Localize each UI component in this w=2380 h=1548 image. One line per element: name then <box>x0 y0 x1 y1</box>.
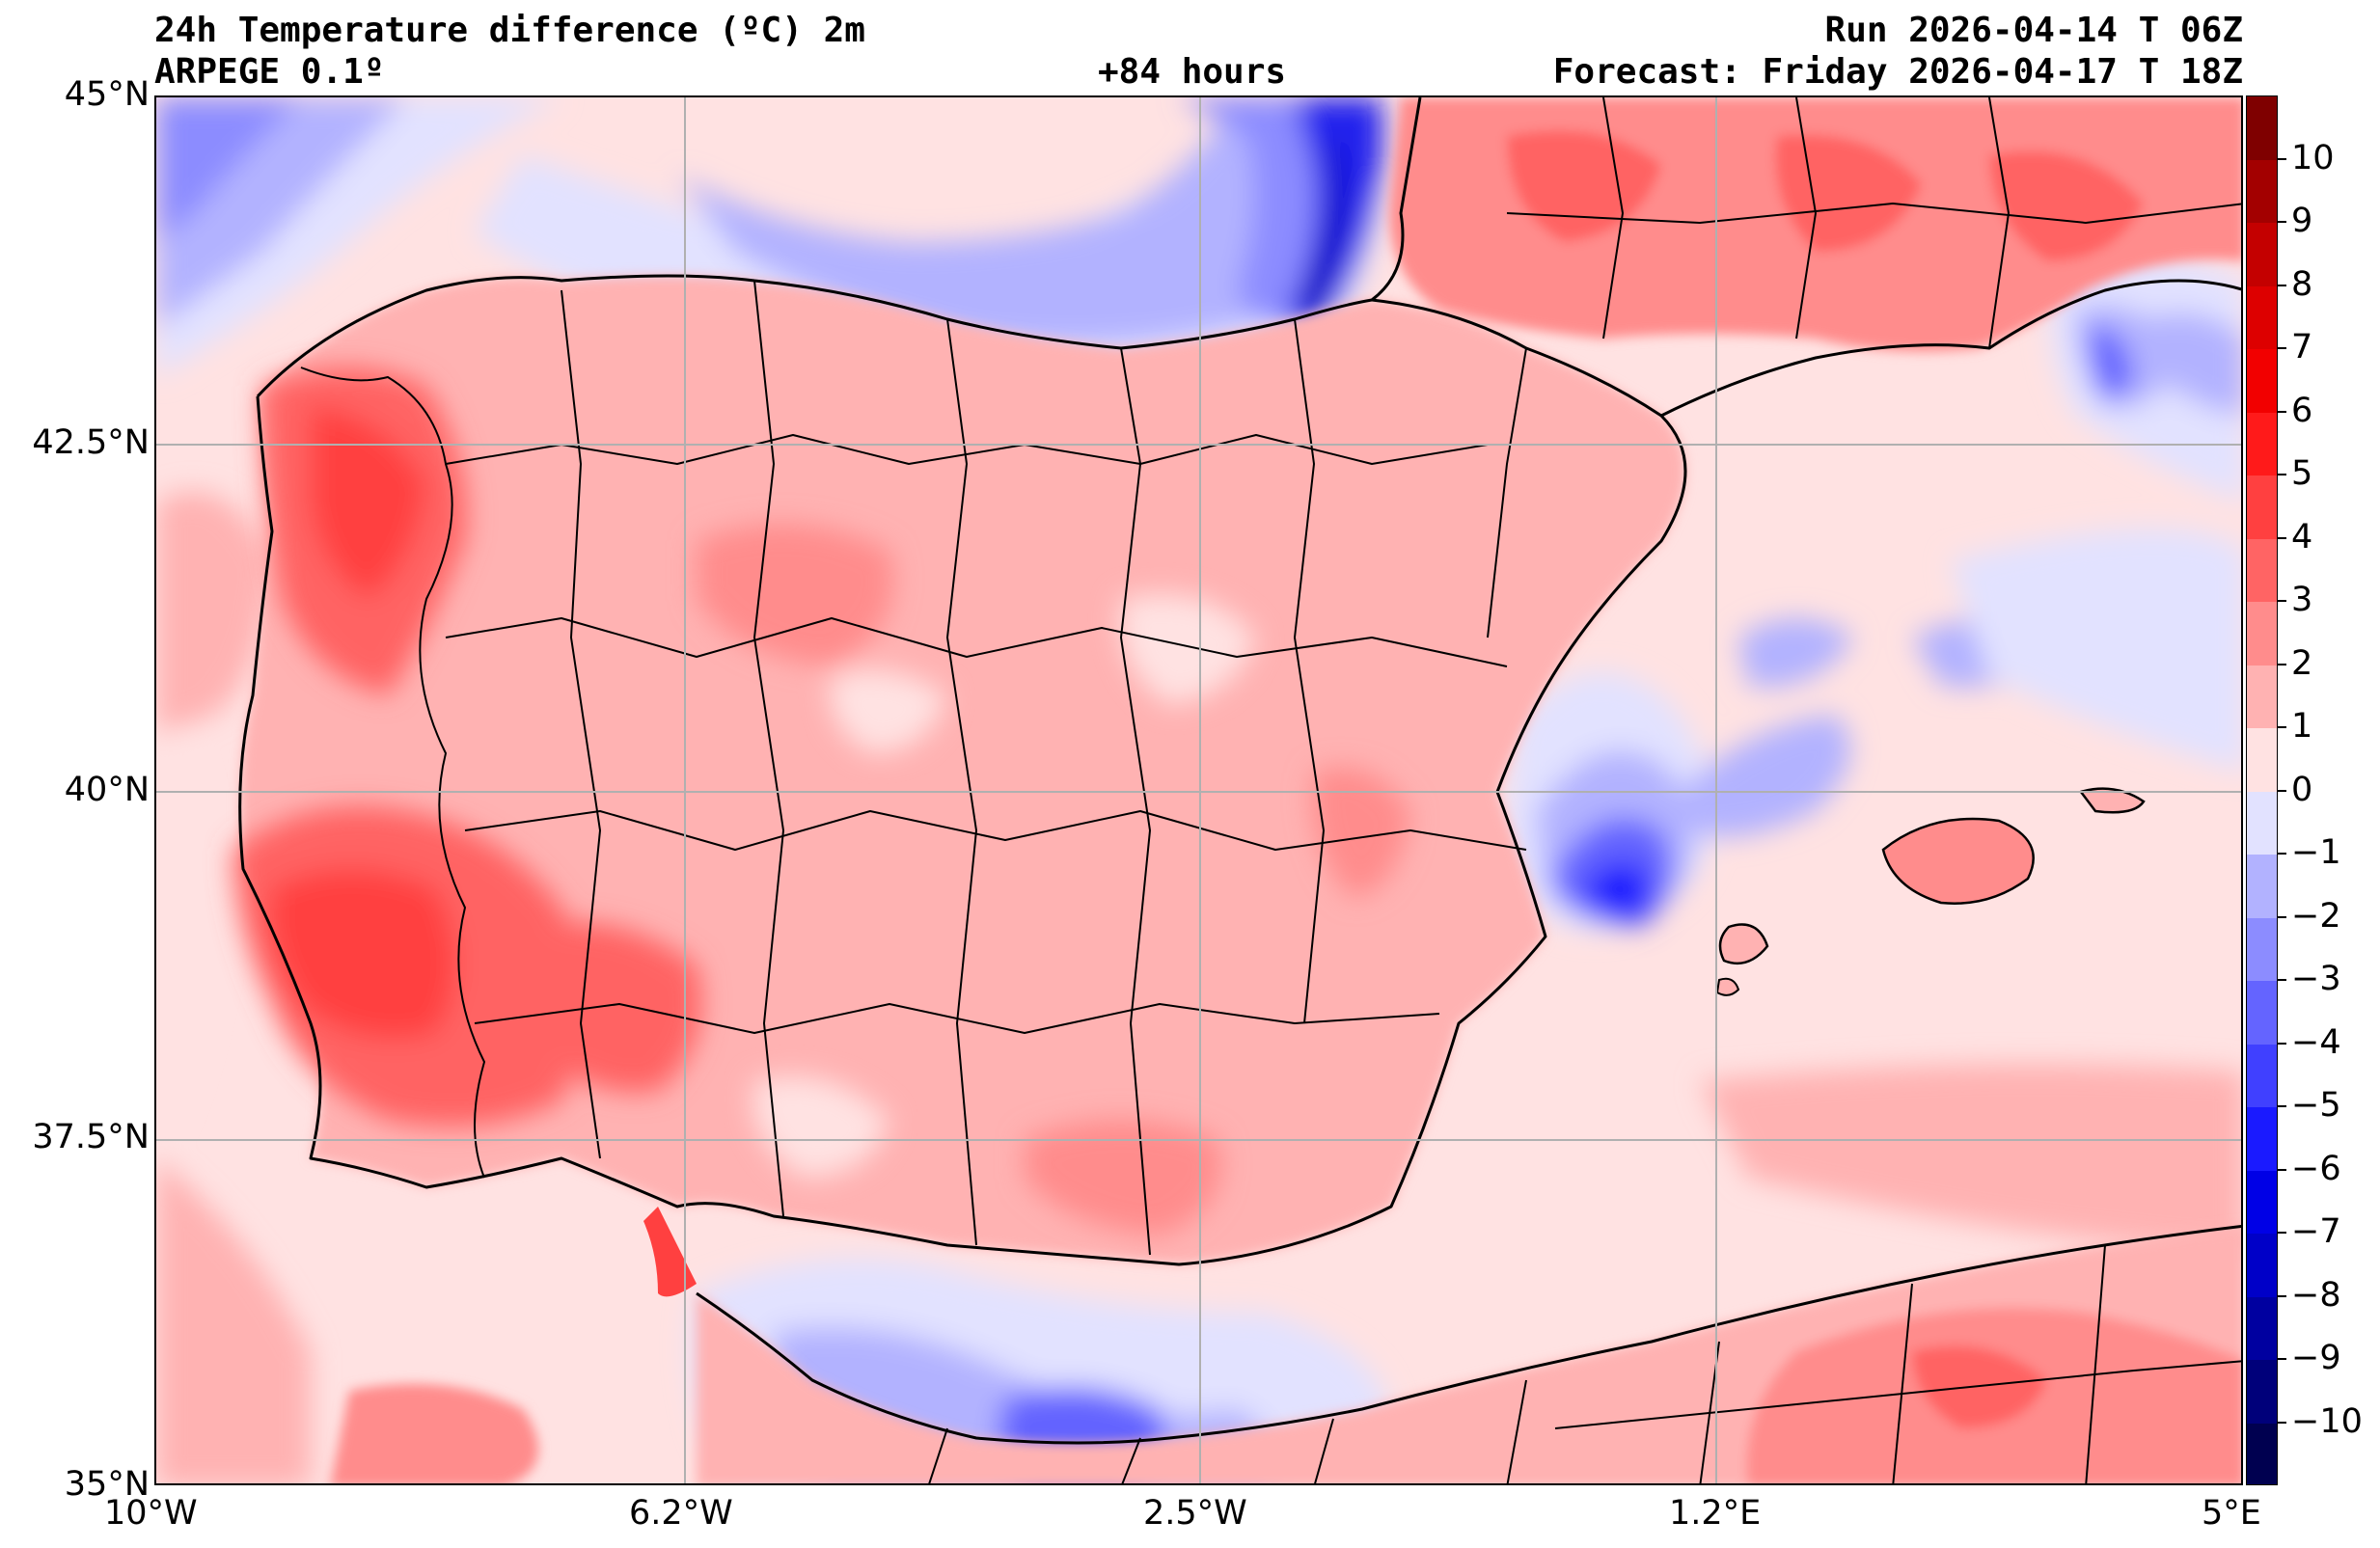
colorbar-tick <box>2278 1232 2286 1234</box>
colorbar-label: 1 <box>2291 707 2313 746</box>
map-canvas <box>156 97 2241 1483</box>
colorbar <box>2246 95 2278 1485</box>
colorbar-tick <box>2278 410 2286 413</box>
colorbar-label: 10 <box>2291 138 2335 177</box>
colorbar-tick <box>2278 221 2286 223</box>
colorbar-segment <box>2247 791 2277 855</box>
lat-tick-40: 40°N <box>64 771 150 809</box>
colorbar-tick <box>2278 979 2286 981</box>
lon-tick-5e: 5°E <box>2202 1494 2261 1533</box>
colorbar-segment <box>2247 538 2277 603</box>
colorbar-tick <box>2278 1168 2286 1171</box>
colorbar-tick <box>2278 726 2286 728</box>
colorbar-segment <box>2247 855 2277 919</box>
colorbar-label: −8 <box>2291 1275 2341 1315</box>
forecast-label: Forecast: Friday 2026-04-17 T 18Z <box>1552 52 2243 92</box>
colorbar-tick <box>2278 536 2286 539</box>
colorbar-segment <box>2247 223 2277 287</box>
lon-tick-1-2e: 1.2°E <box>1669 1494 1762 1533</box>
colorbar-tick <box>2278 157 2286 160</box>
map-title: 24h Temperature difference (ºC) 2m <box>154 11 865 50</box>
colorbar-tick <box>2278 474 2286 475</box>
coastlines <box>238 97 2241 1445</box>
colorbar-label: 2 <box>2291 643 2313 683</box>
colorbar-segment <box>2247 96 2277 161</box>
colorbar-tick <box>2278 1294 2286 1297</box>
colorbar-label: −1 <box>2291 833 2341 872</box>
land-north-africa <box>330 1226 2241 1483</box>
colorbar-segment <box>2247 1296 2277 1361</box>
lat-tick-35: 35°N <box>64 1465 150 1504</box>
lead-time-label: +84 hours <box>1098 52 1287 92</box>
colorbar-tick <box>2278 853 2286 855</box>
colorbar-label: 8 <box>2291 264 2313 304</box>
colorbar-label: 4 <box>2291 517 2313 557</box>
colorbar-label: −10 <box>2291 1401 2363 1441</box>
colorbar-segment <box>2247 917 2277 982</box>
colorbar-segment <box>2247 1170 2277 1235</box>
colorbar-label: −6 <box>2291 1149 2341 1188</box>
colorbar-segment <box>2247 412 2277 476</box>
graticule <box>156 97 2241 1483</box>
colorbar-label: −4 <box>2291 1022 2341 1062</box>
colorbar-tick <box>2278 1358 2286 1360</box>
colorbar-tick <box>2278 347 2286 349</box>
colorbar-label: −5 <box>2291 1086 2341 1125</box>
lon-tick-10w: 10°W <box>104 1494 198 1533</box>
run-label: Run 2026-04-14 T 06Z <box>1824 11 2243 50</box>
colorbar-segment <box>2247 159 2277 224</box>
colorbar-segment <box>2247 981 2277 1046</box>
colorbar-segment <box>2247 1234 2277 1298</box>
colorbar-label: −7 <box>2291 1212 2341 1251</box>
colorbar-tick <box>2278 1042 2286 1045</box>
colorbar-tick <box>2278 284 2286 286</box>
colorbar-label: 6 <box>2291 391 2313 430</box>
colorbar-segment <box>2247 728 2277 793</box>
colorbar-segment <box>2247 1107 2277 1172</box>
colorbar-label: 0 <box>2291 770 2313 809</box>
colorbar-label: 9 <box>2291 202 2313 240</box>
lat-tick-42-5: 42.5°N <box>32 423 150 462</box>
colorbar-label: −3 <box>2291 960 2341 998</box>
colorbar-label: 3 <box>2291 581 2313 619</box>
colorbar-label: −2 <box>2291 896 2341 936</box>
lat-tick-45: 45°N <box>64 75 150 114</box>
colorbar-tick <box>2278 600 2286 602</box>
colorbar-label: −9 <box>2291 1339 2341 1377</box>
admin-borders <box>300 97 2241 1483</box>
model-label: ARPEGE 0.1º <box>154 52 385 92</box>
colorbar-segment <box>2247 1360 2277 1425</box>
temperature-difference-map <box>154 95 2243 1485</box>
colorbar-tick <box>2278 915 2286 918</box>
lon-tick-6-2w: 6.2°W <box>629 1494 733 1533</box>
colorbar-label: 7 <box>2291 328 2313 367</box>
colorbar-segment <box>2247 665 2277 729</box>
colorbar-label: 5 <box>2291 454 2313 493</box>
colorbar-tick <box>2278 663 2286 665</box>
colorbar-tick <box>2278 789 2286 792</box>
colorbar-segment <box>2247 602 2277 666</box>
land-iberia <box>233 276 1686 1297</box>
lon-tick-2-5w: 2.5°W <box>1143 1494 1247 1533</box>
colorbar-segment <box>2247 285 2277 350</box>
colorbar-segment <box>2247 475 2277 540</box>
lat-tick-37-5: 37.5°N <box>32 1118 150 1156</box>
colorbar-tick <box>2278 1105 2286 1107</box>
colorbar-segment <box>2247 349 2277 414</box>
land-balearics <box>1715 787 2146 996</box>
colorbar-tick <box>2278 1421 2286 1424</box>
colorbar-segment <box>2247 1044 2277 1108</box>
colorbar-segment <box>2247 1423 2277 1484</box>
